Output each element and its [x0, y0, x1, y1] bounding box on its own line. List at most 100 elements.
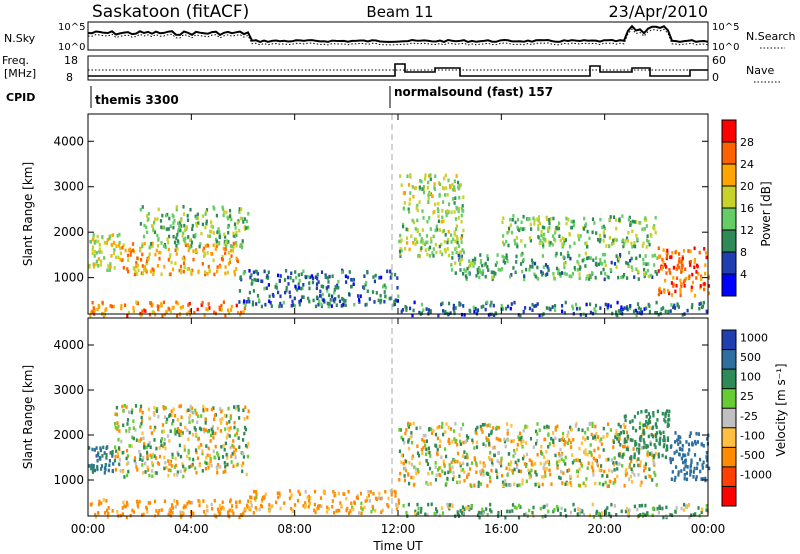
data-cell — [225, 210, 228, 215]
data-cell — [629, 258, 632, 263]
data-cell — [116, 454, 120, 459]
data-cell — [170, 413, 173, 418]
data-cell — [279, 301, 282, 306]
data-cell — [213, 498, 216, 503]
data-cell — [225, 436, 228, 440]
data-cell — [544, 470, 547, 474]
data-cell — [509, 483, 512, 488]
data-cell — [558, 475, 561, 480]
data-cell — [92, 233, 95, 237]
data-cell — [217, 462, 220, 467]
data-cell — [268, 299, 271, 304]
data-cell — [344, 299, 347, 303]
data-cell — [94, 512, 97, 517]
data-cell — [154, 425, 157, 430]
data-cell — [574, 424, 577, 428]
data-cell — [168, 255, 171, 259]
data-cell — [578, 446, 581, 451]
data-cell — [486, 300, 489, 305]
data-cell — [425, 439, 428, 443]
data-cell — [142, 436, 145, 441]
data-cell — [403, 201, 406, 205]
data-cell — [320, 304, 323, 309]
data-cell — [520, 262, 523, 266]
data-cell — [242, 451, 245, 456]
data-cell — [501, 480, 505, 485]
data-cell — [415, 206, 418, 211]
data-cell — [554, 308, 557, 312]
data-cell — [189, 207, 192, 212]
nave-series — [88, 63, 708, 77]
data-cell — [179, 422, 182, 427]
data-cell — [222, 444, 225, 448]
data-cell — [200, 427, 203, 432]
data-cell — [173, 473, 176, 477]
data-cell — [307, 494, 310, 499]
data-cell — [329, 298, 332, 302]
data-cell — [675, 276, 679, 280]
data-cell — [664, 455, 667, 460]
data-cell — [493, 313, 496, 317]
data-cell — [230, 508, 233, 512]
data-cell — [242, 220, 245, 224]
data-cell — [180, 224, 183, 228]
data-cell — [116, 421, 119, 425]
data-cell — [219, 429, 223, 433]
data-cell — [426, 240, 429, 245]
data-cell — [403, 478, 406, 483]
data-cell — [153, 499, 157, 504]
data-cell — [532, 216, 535, 221]
data-cell — [544, 273, 547, 277]
data-cell — [633, 220, 636, 224]
data-cell — [654, 433, 657, 437]
data-cell — [550, 436, 553, 441]
data-cell — [232, 231, 235, 236]
data-cell — [412, 241, 415, 245]
data-cell — [194, 428, 197, 432]
data-cell — [399, 428, 402, 432]
data-cell — [447, 230, 450, 234]
data-cell — [545, 215, 548, 220]
data-cell — [252, 270, 255, 275]
data-cell — [674, 250, 677, 255]
data-cell — [697, 506, 700, 510]
data-cell — [134, 404, 138, 408]
data-cell — [564, 508, 567, 513]
beam-title: Beam 11 — [366, 3, 433, 21]
data-cell — [109, 265, 112, 269]
data-cell — [97, 502, 101, 507]
data-cell — [136, 263, 140, 268]
data-cell — [218, 504, 221, 508]
data-cell — [441, 229, 444, 234]
data-cell — [428, 174, 431, 178]
data-cell — [638, 443, 641, 447]
data-cell — [223, 232, 226, 237]
data-cell — [141, 410, 144, 415]
data-cell — [563, 261, 566, 266]
data-cell — [604, 511, 608, 516]
data-cell — [588, 450, 591, 454]
data-cell — [179, 228, 182, 233]
data-cell — [552, 272, 555, 276]
data-cell — [558, 438, 561, 442]
data-cell — [194, 249, 197, 253]
data-cell — [519, 505, 522, 509]
data-cell — [184, 236, 187, 241]
data-cell — [133, 456, 137, 460]
data-cell — [587, 274, 590, 278]
data-cell — [622, 274, 625, 279]
data-cell — [227, 406, 230, 411]
nsky-panel: N.Sky 10^5 10^0 10^5 10^0 N.Search — [4, 21, 796, 53]
data-cell — [666, 255, 669, 259]
data-cell — [585, 477, 588, 481]
data-cell — [358, 511, 361, 515]
data-cell — [477, 484, 480, 488]
data-cell — [467, 472, 470, 477]
data-cell — [264, 302, 267, 307]
data-cell — [490, 458, 493, 462]
data-cell — [337, 279, 340, 284]
data-cell — [663, 438, 666, 443]
data-cell — [247, 297, 250, 301]
data-cell — [683, 284, 686, 288]
data-cell — [267, 270, 270, 275]
